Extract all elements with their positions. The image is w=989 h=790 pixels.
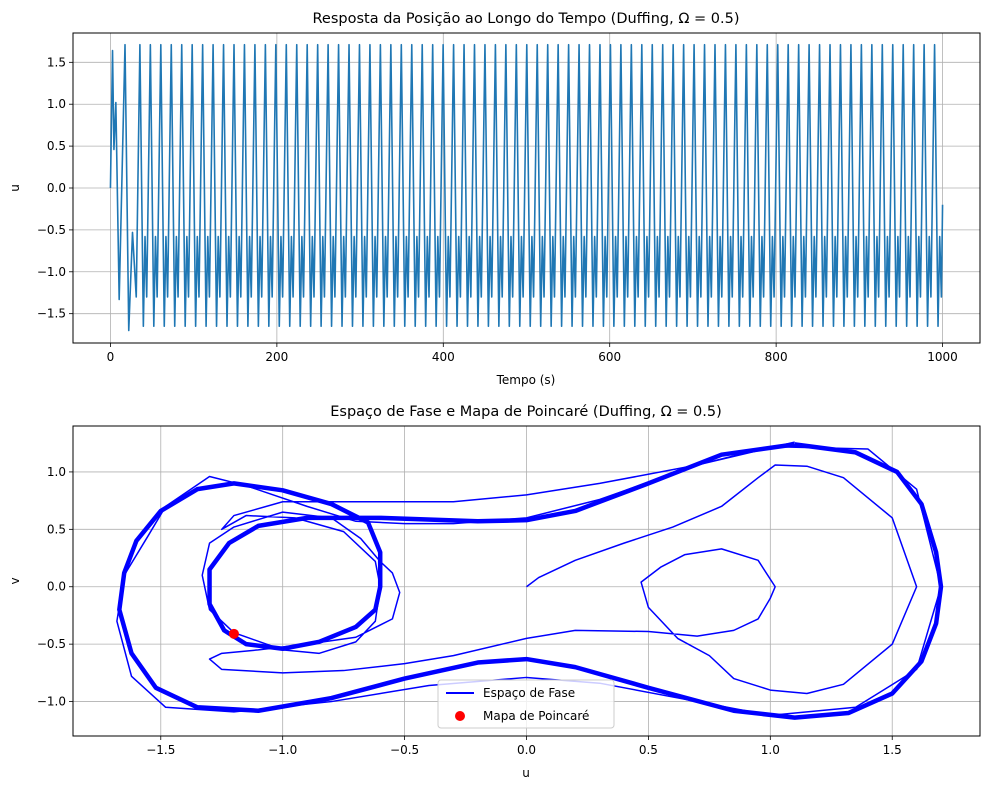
- y-tick-label: 0.5: [47, 139, 66, 153]
- chart2-title: Espaço de Fase e Mapa de Poincaré (Duffi…: [330, 404, 722, 420]
- chart2-y-ticks: −1.0 −0.5 0.0 0.5 1.0: [37, 465, 73, 709]
- chart2-x-ticks: −1.5 −1.0 −0.5 0.0 0.5 1.0 1.5: [146, 736, 902, 757]
- x-tick-label: 0: [107, 350, 115, 364]
- x-tick-label: −1.0: [268, 743, 297, 757]
- y-tick-label: −0.5: [37, 637, 66, 651]
- chart1-y-axis-label: u: [8, 184, 22, 192]
- y-tick-label: −1.0: [37, 695, 66, 709]
- x-tick-label: −0.5: [390, 743, 419, 757]
- chart1-x-ticks: 0 200 400 600 800 1000: [107, 343, 958, 364]
- x-tick-label: 400: [432, 350, 455, 364]
- x-tick-label: 800: [765, 350, 788, 364]
- y-tick-label: 1.5: [47, 55, 66, 69]
- chart1-series: [109, 43, 944, 332]
- chart1-y-ticks: −1.5 −1.0 −0.5 0.0 0.5 1.0 1.5: [37, 55, 73, 321]
- x-tick-label: 1.5: [883, 743, 902, 757]
- y-tick-label: −1.0: [37, 265, 66, 279]
- y-tick-label: 1.0: [47, 465, 66, 479]
- y-tick-label: 0.0: [47, 181, 66, 195]
- chart2-legend: Espaço de Fase Mapa de Poincaré: [437, 679, 615, 729]
- chart2-grid: [73, 426, 980, 736]
- phase-space-chart: Espaço de Fase e Mapa de Poincaré (Duffi…: [8, 404, 981, 780]
- chart1-title: Resposta da Posição ao Longo do Tempo (D…: [313, 11, 740, 27]
- x-tick-label: 600: [598, 350, 621, 364]
- legend-label-phase-space: Espaço de Fase: [483, 686, 575, 700]
- legend-box: [437, 679, 615, 729]
- x-tick-label: 0.0: [517, 743, 536, 757]
- series-line-position: [109, 43, 944, 332]
- phase-space-trajectory: [117, 442, 944, 720]
- legend-label-poincare: Mapa de Poincaré: [483, 709, 589, 723]
- y-tick-label: −1.5: [37, 307, 66, 321]
- x-tick-label: 1000: [927, 350, 958, 364]
- x-tick-label: −1.5: [146, 743, 175, 757]
- time-response-chart: Resposta da Posição ao Longo do Tempo (D…: [8, 11, 981, 387]
- chart1-x-axis-label: Tempo (s): [496, 373, 556, 387]
- chart2-x-axis-label: u: [522, 766, 530, 780]
- y-tick-label: 1.0: [47, 97, 66, 111]
- y-tick-label: −0.5: [37, 223, 66, 237]
- y-tick-label: 0.5: [47, 522, 66, 536]
- legend-dot-swatch: [455, 711, 465, 721]
- chart2-y-axis-label: v: [8, 577, 22, 584]
- poincare-point: [228, 628, 239, 639]
- y-tick-label: 0.0: [47, 580, 66, 594]
- chart2-series: [116, 441, 944, 720]
- x-tick-label: 0.5: [639, 743, 658, 757]
- x-tick-label: 200: [265, 350, 288, 364]
- x-tick-label: 1.0: [761, 743, 780, 757]
